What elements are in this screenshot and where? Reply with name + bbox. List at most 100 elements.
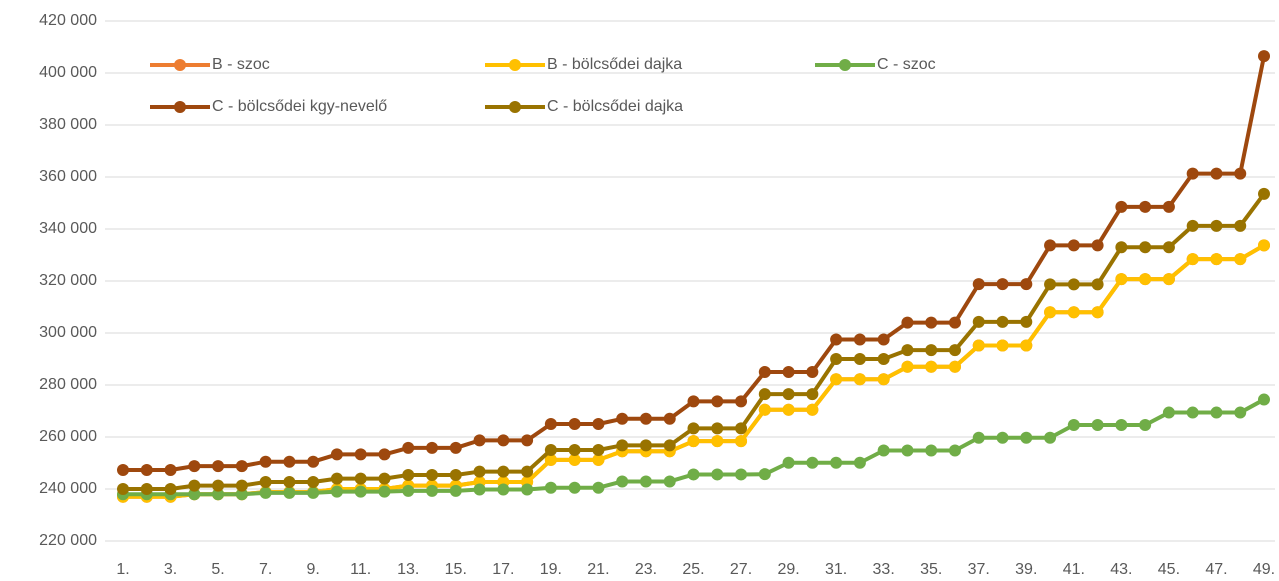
point	[402, 468, 415, 481]
point	[782, 403, 795, 416]
point	[1044, 278, 1057, 291]
point	[378, 448, 391, 461]
point	[639, 412, 652, 425]
point	[1258, 50, 1270, 63]
point	[687, 422, 700, 435]
point	[925, 316, 938, 329]
point	[1258, 393, 1270, 406]
point	[592, 418, 605, 430]
y-tick-label: 340 000	[39, 220, 97, 237]
point	[402, 441, 415, 454]
point	[1020, 431, 1033, 444]
point	[1234, 219, 1247, 232]
point	[877, 373, 890, 386]
point	[948, 444, 961, 457]
point	[996, 431, 1009, 444]
x-tick-label: 37.	[968, 561, 990, 578]
point	[212, 488, 225, 501]
series-line	[123, 55, 1266, 473]
point	[354, 448, 367, 461]
point	[1115, 419, 1128, 432]
point	[616, 412, 629, 425]
point	[1234, 167, 1247, 180]
point	[639, 439, 652, 452]
point	[758, 403, 771, 416]
legend-label: B - bölcsődei dajka	[547, 56, 682, 73]
point	[449, 484, 462, 497]
point	[616, 439, 629, 452]
point	[521, 465, 534, 478]
point	[901, 344, 914, 357]
legend-marker	[509, 101, 521, 113]
legend-marker	[174, 59, 186, 71]
point	[330, 448, 343, 461]
point	[1234, 406, 1247, 419]
point	[568, 444, 581, 456]
y-tick-label: 320 000	[39, 272, 97, 289]
point	[758, 366, 771, 378]
point	[616, 475, 629, 488]
point	[449, 441, 462, 454]
point	[1044, 239, 1057, 252]
x-tick-label: 23.	[635, 561, 657, 578]
point	[948, 360, 961, 373]
x-tick-label: 5.	[211, 561, 224, 578]
point	[1020, 339, 1033, 352]
y-tick-label: 400 000	[39, 64, 97, 81]
x-tick-label: 41.	[1063, 561, 1085, 578]
point	[711, 468, 724, 481]
point	[830, 373, 843, 386]
point	[735, 422, 748, 435]
point	[378, 485, 391, 498]
point	[1186, 167, 1199, 180]
point	[925, 444, 938, 457]
point	[687, 468, 700, 481]
point	[544, 481, 557, 494]
point	[473, 465, 486, 478]
point	[497, 465, 510, 478]
point	[901, 360, 914, 373]
point	[497, 434, 510, 447]
point	[259, 455, 272, 468]
point	[378, 472, 391, 485]
point	[853, 353, 866, 365]
x-tick-label: 15.	[445, 561, 467, 578]
point	[544, 418, 557, 430]
point	[663, 439, 676, 452]
point	[283, 475, 296, 488]
point	[235, 479, 248, 492]
point	[735, 468, 748, 481]
point	[117, 483, 129, 495]
point	[1020, 278, 1033, 291]
point	[235, 460, 248, 473]
point	[568, 481, 581, 494]
point	[830, 456, 843, 469]
point	[164, 483, 177, 495]
point	[687, 435, 700, 448]
point	[639, 475, 652, 488]
point	[1210, 253, 1223, 266]
point	[188, 460, 201, 473]
point	[806, 456, 819, 469]
point	[426, 441, 439, 454]
y-tick-label: 380 000	[39, 116, 97, 133]
point	[782, 456, 795, 469]
x-tick-label: 31.	[825, 561, 847, 578]
point	[544, 444, 557, 456]
x-tick-label: 3.	[164, 561, 177, 578]
point	[140, 464, 153, 477]
y-tick-label: 240 000	[39, 480, 97, 497]
point	[212, 479, 225, 492]
legend-label: C - bölcsődei kgy-nevelő	[212, 98, 387, 115]
point	[972, 278, 985, 291]
point	[521, 483, 534, 496]
point	[1139, 241, 1152, 254]
x-tick-label: 39.	[1015, 561, 1037, 578]
legend-label: C - bölcsődei dajka	[547, 98, 683, 115]
point	[901, 444, 914, 457]
x-tick-label: 25.	[682, 561, 704, 578]
point	[1067, 278, 1080, 291]
point	[711, 435, 724, 448]
point	[1115, 241, 1128, 254]
y-tick-label: 260 000	[39, 428, 97, 445]
